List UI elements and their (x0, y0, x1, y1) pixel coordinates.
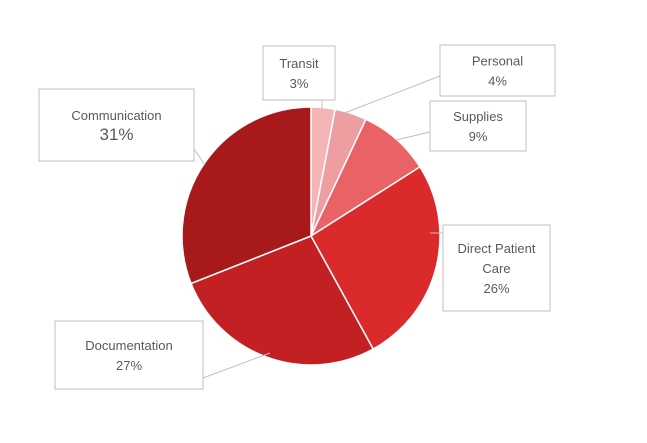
pie-slice-documentation (190, 235, 375, 366)
callout-label-personal: Personal (472, 54, 523, 69)
callout-label-transit: Transit (279, 56, 319, 71)
callout-value-direct-patient-care: 26% (483, 281, 509, 296)
callout-value-communication: 31% (99, 125, 133, 144)
callout-label-documentation: Documentation (85, 338, 172, 353)
leader-line-personal (341, 75, 441, 115)
callout-value-transit: 3% (290, 76, 309, 91)
callout-box-documentation (54, 320, 204, 390)
leader-line-communication (193, 148, 206, 166)
callout-value-personal: 4% (488, 74, 507, 89)
callout-label-supplies: Supplies (453, 109, 503, 124)
callout-box-transit (262, 45, 336, 101)
callout-label-communication: Communication (71, 108, 161, 123)
callout-label-direct-patient-care-line-2: Care (482, 261, 510, 276)
callout-label-direct-patient-care-line-1: Direct Patient (457, 241, 535, 256)
callout-box-communication (38, 88, 195, 162)
pie-slices (181, 106, 441, 366)
callout-box-supplies (429, 100, 527, 152)
leader-line-documentation (202, 352, 271, 379)
callout-value-supplies: 9% (469, 129, 488, 144)
pie-slice-direct-patient-care (310, 165, 441, 351)
callout-box-personal (439, 44, 556, 97)
callout-box-direct-patient-care (442, 224, 551, 312)
data-callouts: Transit 3% Personal 4% Supplies 9% Direct Pati… (38, 44, 556, 390)
leader-line-supplies (395, 131, 431, 141)
callout-value-documentation: 27% (116, 358, 142, 373)
